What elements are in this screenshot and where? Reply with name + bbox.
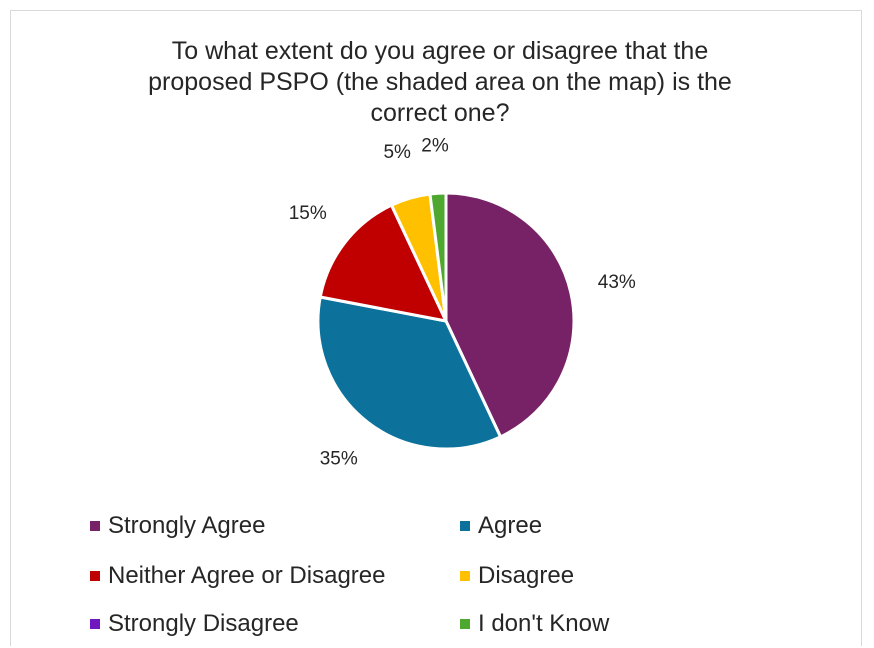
legend-swatch <box>460 571 470 581</box>
chart-title-line-3: correct one? <box>370 99 510 127</box>
chart-title: To what extent do you agree or disagree … <box>60 36 820 129</box>
pie-slice-i-don-t-know <box>428 191 448 323</box>
data-label-strongly-agree: 43% <box>598 272 636 293</box>
legend-swatch <box>460 521 470 531</box>
legend-label: Agree <box>478 512 543 539</box>
legend-swatch <box>90 571 100 581</box>
chart-frame <box>10 10 862 646</box>
legend-label: Strongly Agree <box>108 512 266 539</box>
legend-item-strongly-agree: Strongly Agree <box>90 511 265 541</box>
legend-item-i-dont-know: I don't Know <box>460 609 609 639</box>
pie-slice-strongly-agree <box>444 191 576 439</box>
legend-label: I don't Know <box>478 610 610 637</box>
legend-item-agree: Agree <box>460 511 542 541</box>
legend-label: Strongly Disagree <box>108 610 299 637</box>
legend-label: Disagree <box>478 562 575 589</box>
legend-label: Neither Agree or Disagree <box>108 562 386 589</box>
data-label-neither-agree-or-disagree: 15% <box>289 203 327 224</box>
data-label-agree: 35% <box>320 448 358 469</box>
data-label-disagree: 5% <box>383 142 411 163</box>
chart-title-line-1: To what extent do you agree or disagree … <box>171 37 709 65</box>
legend-swatch <box>90 521 100 531</box>
legend-swatch <box>90 619 100 629</box>
chart-title-line-2: proposed PSPO (the shaded area on the ma… <box>148 68 732 96</box>
legend-item-strongly-disagree: Strongly Disagree <box>90 609 299 639</box>
legend-swatch <box>460 619 470 629</box>
pie-slice-neither-agree-or-disagree <box>318 203 448 323</box>
data-label-i-don-t-know: 2% <box>421 135 449 156</box>
legend-item-neither: Neither Agree or Disagree <box>90 561 385 591</box>
legend-item-disagree: Disagree <box>460 561 574 591</box>
pie-slice-agree <box>316 295 502 451</box>
